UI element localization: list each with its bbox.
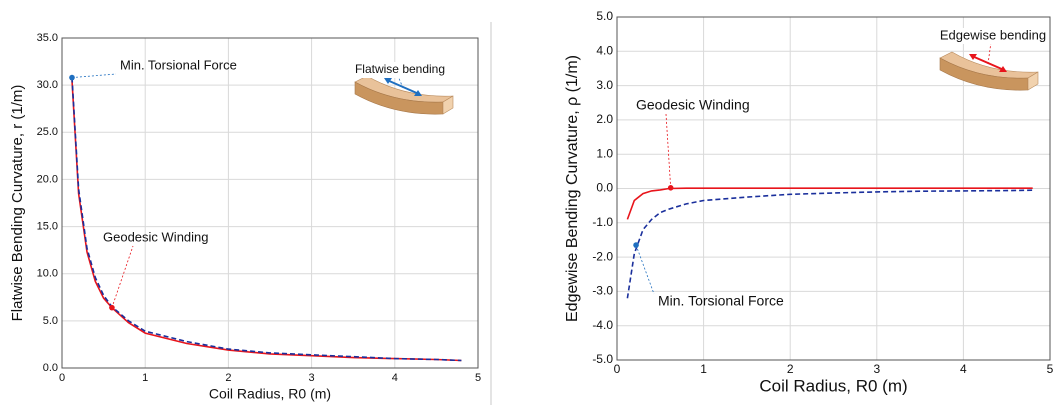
- inset-leader: [987, 41, 992, 65]
- x-tick-label: 4: [392, 372, 398, 384]
- x-tick-label: 4: [960, 362, 967, 376]
- plot-frame: [616, 16, 1051, 361]
- inset-label: Flatwise bending: [355, 62, 445, 76]
- y-tick-label: 1.0: [596, 146, 613, 160]
- annotation-label: Min. Torsional Force: [120, 57, 237, 72]
- x-axis-label: Coil Radius, R0 (m): [209, 386, 331, 402]
- y-tick-label: -2.0: [592, 249, 613, 263]
- x-axis-label: Coil Radius, R0 (m): [759, 376, 907, 395]
- inset-beam-end: [1027, 71, 1039, 91]
- x-tick-label: 1: [142, 372, 148, 384]
- annotation-leader: [635, 244, 655, 295]
- x-tick-label: 0: [59, 372, 65, 384]
- y-tick-label: -1.0: [592, 215, 613, 229]
- inset-arrowhead: [969, 54, 977, 60]
- x-tick-label: 1: [700, 362, 707, 376]
- annotation-point: [69, 74, 75, 81]
- y-tick-label: 25.0: [37, 126, 58, 138]
- y-tick-label: 3.0: [596, 78, 613, 92]
- y-axis-label: Edgewise Bending Curvature, ρ (1/m): [564, 55, 581, 322]
- series-line: [71, 80, 462, 362]
- annotation-leader: [665, 113, 672, 188]
- inset-label-bg: [348, 62, 452, 78]
- inset-arrowhead: [999, 66, 1007, 72]
- annotation-leader: [111, 245, 134, 308]
- y-tick-label: -4.0: [592, 318, 613, 332]
- annotation-leader: [71, 73, 117, 78]
- inset-label: Edgewise bending: [940, 27, 1046, 42]
- y-tick-label: 5.0: [43, 315, 58, 327]
- plot-frame: [61, 37, 479, 369]
- y-tick-label: 20.0: [37, 173, 58, 185]
- y-tick-label: 0.0: [596, 181, 613, 195]
- series-line: [71, 77, 462, 362]
- x-tick-label: 5: [1047, 362, 1054, 376]
- y-tick-label: 15.0: [37, 220, 58, 232]
- x-tick-label: 2: [787, 362, 794, 376]
- annotation-label: Geodesic Winding: [103, 229, 209, 244]
- annotation-point: [667, 185, 674, 191]
- y-tick-label: 4.0: [596, 43, 613, 57]
- y-tick-label: 30.0: [37, 79, 58, 91]
- y-tick-label: -5.0: [592, 352, 613, 366]
- x-tick-label: 2: [225, 372, 231, 384]
- series-line: [626, 187, 1033, 220]
- series-line: [626, 189, 1033, 299]
- y-tick-label: 35.0: [37, 32, 58, 44]
- x-tick-label: 3: [309, 372, 315, 384]
- inset-arrowhead: [414, 90, 422, 96]
- x-tick-label: 0: [614, 362, 621, 376]
- y-axis-label: Flatwise Bending Curvature, r (1/m): [9, 85, 26, 322]
- y-tick-label: 0.0: [43, 362, 58, 374]
- inset-label-bg: [941, 28, 1045, 44]
- y-tick-label: 5.0: [596, 9, 613, 23]
- y-tick-label: 10.0: [37, 268, 58, 280]
- inset-arrowhead: [384, 78, 392, 84]
- annotation-point: [633, 242, 639, 248]
- y-tick-label: -3.0: [592, 284, 613, 298]
- annotation-label: Geodesic Winding: [636, 97, 750, 113]
- annotation-point: [109, 304, 115, 311]
- x-tick-label: 3: [873, 362, 880, 376]
- x-tick-label: 5: [475, 372, 481, 384]
- annotation-label: Min. Torsional Force: [658, 293, 784, 309]
- inset-beam-end: [442, 95, 454, 115]
- y-tick-label: 2.0: [596, 112, 613, 126]
